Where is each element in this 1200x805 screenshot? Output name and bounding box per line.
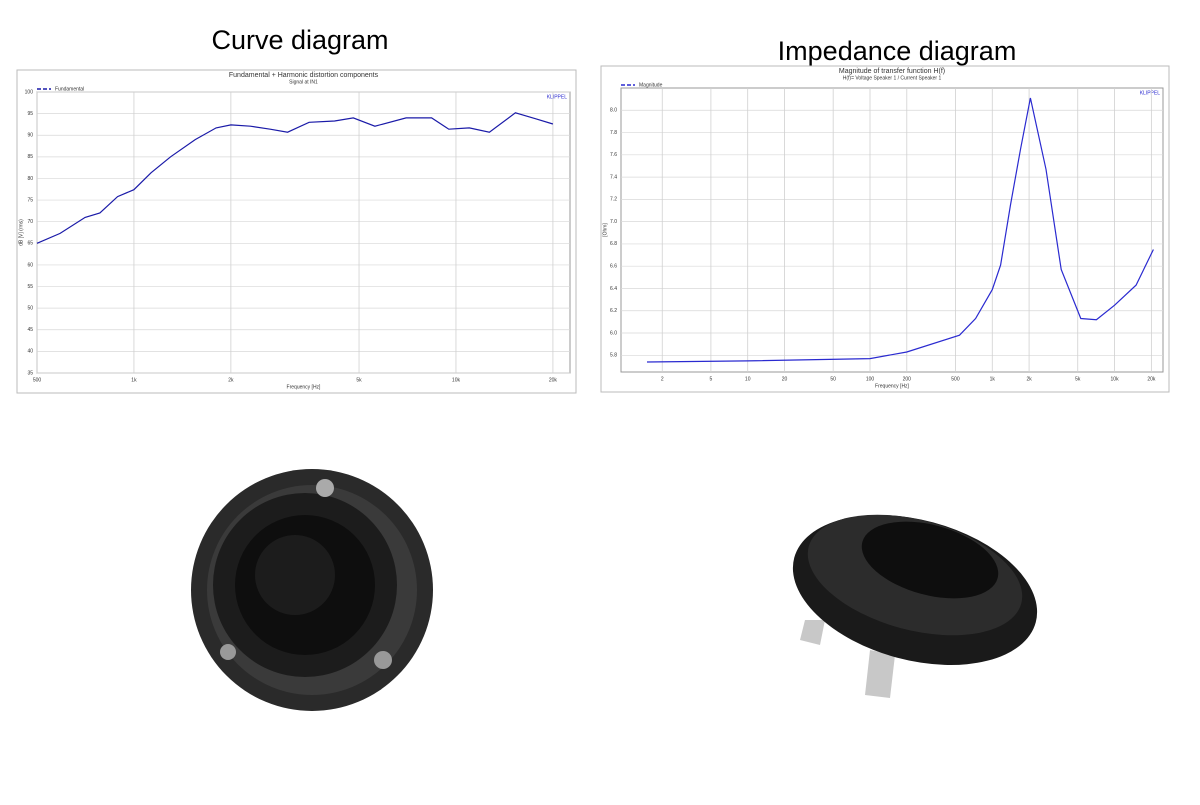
x-tick-label: 200 (903, 376, 912, 382)
x-axis-label: Frequency [Hz] (287, 384, 322, 390)
chart-subtitle: H(f)= Voltage Speaker 1 / Current Speake… (843, 75, 942, 81)
y-tick-label: 95 (27, 111, 33, 117)
chart-title: Fundamental + Harmonic distortion compon… (229, 72, 379, 79)
x-tick-label: 20k (1147, 376, 1156, 382)
heading: Curve diagram (211, 25, 388, 55)
x-tick-label: 1k (131, 377, 137, 383)
brand-label: KLIPPEL (1140, 90, 1161, 96)
y-tick-label: 7.6 (610, 152, 617, 158)
x-tick-label: 5k (1075, 376, 1081, 382)
plot-area (620, 87, 1164, 373)
x-tick-label: 20k (549, 377, 558, 383)
y-tick-label: 6.4 (610, 286, 617, 292)
x-tick-label: 2k (228, 377, 234, 383)
y-tick-label: 85 (27, 154, 33, 160)
y-tick-label: 7.0 (610, 219, 617, 225)
x-tick-label: 50 (830, 376, 836, 382)
y-tick-label: 70 (27, 219, 33, 225)
y-tick-label: 5.8 (610, 353, 617, 359)
y-tick-label: 6.0 (610, 330, 617, 336)
y-axis-label: dB [V] (rms) (18, 219, 24, 246)
x-tick-label: 10k (452, 377, 461, 383)
y-tick-label: 6.8 (610, 241, 617, 247)
y-tick-label: 40 (27, 349, 33, 355)
x-tick-label: 2k (1026, 376, 1032, 382)
y-tick-label: 6.6 (610, 264, 617, 270)
speaker-photo (792, 514, 1038, 698)
legend-label: Fundamental (55, 86, 84, 92)
x-tick-label: 500 (951, 376, 960, 382)
x-tick-label: 500 (33, 377, 42, 383)
y-tick-label: 65 (27, 241, 33, 247)
x-tick-label: 10 (745, 376, 751, 382)
chart-subtitle: Signal at IN1 (289, 79, 318, 85)
x-tick-label: 100 (866, 376, 875, 382)
y-tick-label: 7.8 (610, 130, 617, 136)
x-tick-label: 5k (356, 377, 362, 383)
x-tick-label: 10k (1111, 376, 1120, 382)
y-tick-label: 75 (27, 197, 33, 203)
x-tick-label: 1k (990, 376, 996, 382)
legend-label: Magnitude (639, 82, 663, 88)
y-tick-label: 90 (27, 133, 33, 139)
y-axis-label: [Ohm] (602, 223, 608, 237)
y-tick-label: 8.0 (610, 108, 617, 114)
y-tick-label: 80 (27, 176, 33, 182)
y-tick-label: 35 (27, 370, 33, 376)
brand-label: KLIPPEL (547, 94, 568, 100)
chart-title: Magnitude of transfer function H(f) (839, 68, 945, 75)
y-tick-label: 55 (27, 284, 33, 290)
x-tick-label: 5 (710, 376, 713, 382)
y-tick-label: 50 (27, 305, 33, 311)
x-tick-label: 20 (782, 376, 788, 382)
x-axis-label: Frequency [Hz] (875, 383, 910, 389)
y-tick-label: 100 (25, 89, 34, 95)
plot-area (36, 91, 571, 374)
x-tick-label: 2 (661, 376, 664, 382)
y-tick-label: 60 (27, 262, 33, 268)
data-line (646, 97, 1154, 363)
speaker-photo (191, 469, 433, 711)
y-tick-label: 45 (27, 327, 33, 333)
y-tick-label: 7.2 (610, 197, 617, 203)
y-tick-label: 6.2 (610, 308, 617, 314)
heading: Impedance diagram (778, 36, 1017, 66)
y-tick-label: 7.4 (610, 174, 617, 180)
data-line (36, 112, 554, 244)
